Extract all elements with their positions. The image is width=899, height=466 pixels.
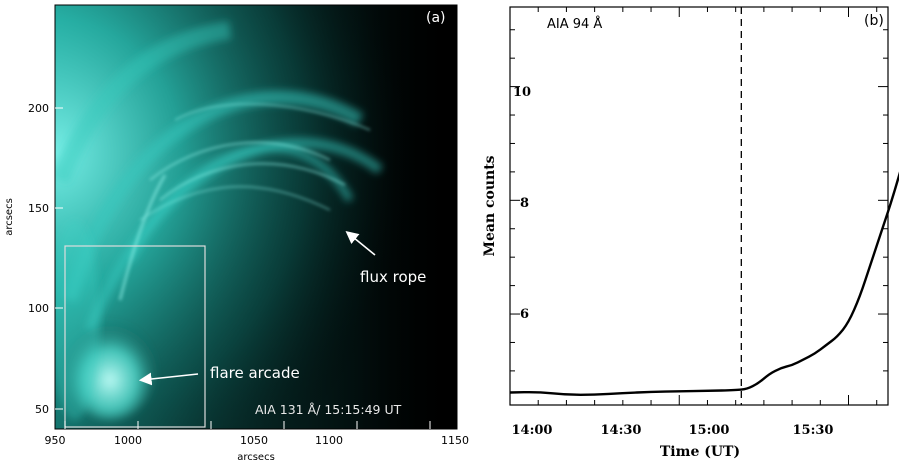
x-tick-label: 14:00 <box>512 423 553 438</box>
panel-b-label: (b) <box>864 13 884 29</box>
panel-a-ticks <box>55 107 431 429</box>
image-frame <box>54 4 458 430</box>
flare-arcade-label: flare arcade <box>210 364 300 382</box>
legend-text: AIA 94 Å <box>547 16 602 32</box>
vertical-markers <box>740 7 742 405</box>
series-layer <box>509 171 899 396</box>
image-stamp: AIA 131 Å/ 15:15:49 UT <box>255 402 402 417</box>
x-tick-label: 14:30 <box>601 423 642 438</box>
y-tick-label: 200 <box>28 102 49 115</box>
panel-a-ylabel: arcsecs <box>4 198 15 236</box>
y-tick-label: 50 <box>35 403 49 416</box>
y-axis-label: Mean counts <box>482 155 498 256</box>
panel-a-xlabel: arcsecs <box>237 452 275 463</box>
x-tick-label: 15:30 <box>793 423 834 438</box>
x-tick-label: 1000 <box>114 434 142 447</box>
x-tick-label: 15:00 <box>689 423 730 438</box>
y-tick-label: 8 <box>520 196 529 211</box>
panel-b-chart: AIA 94 Å (b) Time (UT) Mean counts 14:00… <box>482 6 899 460</box>
y-tick-label: 6 <box>520 307 529 322</box>
light-curve-line <box>509 171 899 396</box>
flux-rope-label: flux rope <box>360 268 426 286</box>
y-tick-label: 150 <box>28 202 49 215</box>
flux-rope-arrow <box>345 230 376 256</box>
image-emission <box>55 5 457 429</box>
axis-ticks <box>509 7 888 405</box>
panel-a-label: (a) <box>426 10 446 26</box>
panel-a-image: flux rope flare arcade AIA 131 Å/ 15:15:… <box>4 4 469 463</box>
x-tick-label: 1100 <box>315 434 343 447</box>
y-tick-label: 100 <box>28 302 49 315</box>
plot-frame <box>509 6 889 406</box>
x-tick-label: 1150 <box>441 434 469 447</box>
zoom-box <box>64 245 206 428</box>
x-axis-label: Time (UT) <box>660 444 740 460</box>
y-tick-label: 10 <box>513 85 531 100</box>
x-tick-label: 1050 <box>240 434 268 447</box>
flare-arcade-arrow <box>138 372 199 386</box>
x-tick-label: 950 <box>45 434 66 447</box>
